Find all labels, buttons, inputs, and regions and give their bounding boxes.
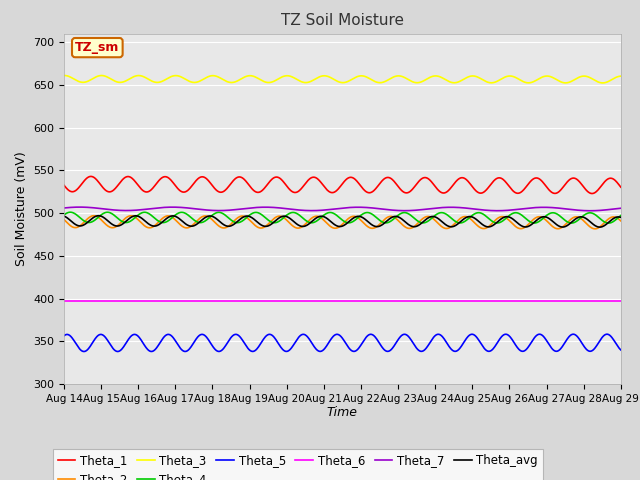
Theta_avg	[443, 223, 451, 228]
Theta_1	[118, 178, 125, 184]
Y-axis label: Soil Moisture (mV): Soil Moisture (mV)	[15, 151, 28, 266]
Theta_6	[494, 298, 502, 304]
Theta_3	[617, 73, 625, 79]
Theta_4	[617, 213, 625, 218]
Theta_5	[617, 347, 625, 353]
Theta_4	[505, 213, 513, 219]
Theta_7	[495, 208, 502, 214]
Line: Theta_1: Theta_1	[64, 177, 621, 193]
Theta_4	[605, 220, 612, 226]
Theta_3	[61, 72, 68, 78]
Theta_2	[118, 219, 125, 225]
Theta_7	[60, 205, 68, 211]
Theta_avg	[306, 220, 314, 226]
Theta_1	[495, 175, 502, 181]
Line: Theta_avg: Theta_avg	[64, 216, 621, 227]
Theta_1	[588, 191, 596, 196]
Theta_4	[443, 212, 451, 217]
Theta_avg	[118, 222, 125, 228]
Theta_6	[285, 298, 293, 304]
Theta_1	[60, 182, 68, 188]
Theta_1	[286, 187, 294, 192]
Text: TZ_sm: TZ_sm	[75, 41, 120, 54]
Theta_6	[617, 298, 625, 304]
Legend: Theta_1, Theta_2, Theta_3, Theta_4, Theta_5, Theta_6, Theta_7, Theta_avg: Theta_1, Theta_2, Theta_3, Theta_4, Thet…	[53, 449, 543, 480]
Theta_avg	[95, 213, 102, 218]
Theta_3	[598, 80, 606, 86]
Theta_5	[80, 348, 88, 354]
Theta_3	[505, 73, 513, 79]
Theta_4	[286, 210, 294, 216]
Theta_5	[286, 347, 294, 353]
Theta_6	[60, 298, 68, 304]
Theta_7	[505, 207, 513, 213]
Theta_3	[118, 79, 125, 85]
Theta_avg	[286, 216, 294, 221]
Theta_2	[617, 218, 625, 224]
Theta_1	[505, 183, 513, 189]
Theta_5	[306, 337, 314, 343]
Theta_3	[495, 78, 502, 84]
Theta_6	[442, 298, 450, 304]
Line: Theta_4: Theta_4	[64, 212, 621, 223]
Theta_2	[60, 217, 68, 223]
Theta_5	[603, 331, 611, 337]
Theta_3	[306, 79, 314, 84]
Theta_4	[306, 220, 314, 226]
Theta_3	[286, 73, 294, 79]
Theta_5	[60, 333, 68, 339]
Theta_7	[306, 208, 314, 214]
Theta_7	[586, 208, 594, 214]
Theta_6	[504, 298, 512, 304]
Theta_5	[443, 340, 451, 346]
Theta_7	[617, 205, 625, 211]
Theta_avg	[596, 224, 604, 230]
Theta_7	[443, 204, 451, 210]
Theta_1	[306, 176, 314, 181]
Theta_1	[617, 184, 625, 190]
Theta_2	[495, 215, 502, 220]
Line: Theta_2: Theta_2	[64, 216, 621, 229]
Line: Theta_7: Theta_7	[64, 207, 621, 211]
Theta_3	[60, 72, 68, 78]
Theta_2	[443, 226, 451, 231]
Theta_avg	[617, 215, 625, 220]
Theta_5	[118, 347, 125, 352]
Theta_avg	[495, 218, 502, 224]
Theta_2	[505, 217, 513, 223]
Theta_4	[60, 212, 68, 218]
Theta_1	[87, 174, 95, 180]
Theta_7	[118, 207, 125, 213]
Theta_5	[505, 333, 513, 338]
Theta_6	[305, 298, 313, 304]
Theta_6	[117, 298, 125, 304]
Theta_4	[67, 209, 74, 215]
Theta_4	[118, 218, 125, 224]
Theta_2	[306, 217, 314, 223]
Title: TZ Soil Moisture: TZ Soil Moisture	[281, 13, 404, 28]
Theta_2	[90, 213, 98, 218]
Theta_3	[443, 78, 451, 84]
X-axis label: Time: Time	[327, 407, 358, 420]
Theta_avg	[60, 213, 68, 219]
Theta_2	[286, 220, 294, 226]
Theta_7	[76, 204, 83, 210]
Line: Theta_3: Theta_3	[64, 75, 621, 83]
Theta_7	[286, 206, 294, 212]
Theta_1	[443, 189, 451, 195]
Theta_5	[495, 337, 502, 343]
Theta_2	[591, 226, 599, 232]
Line: Theta_5: Theta_5	[64, 334, 621, 351]
Theta_4	[495, 220, 502, 226]
Theta_avg	[505, 214, 513, 220]
